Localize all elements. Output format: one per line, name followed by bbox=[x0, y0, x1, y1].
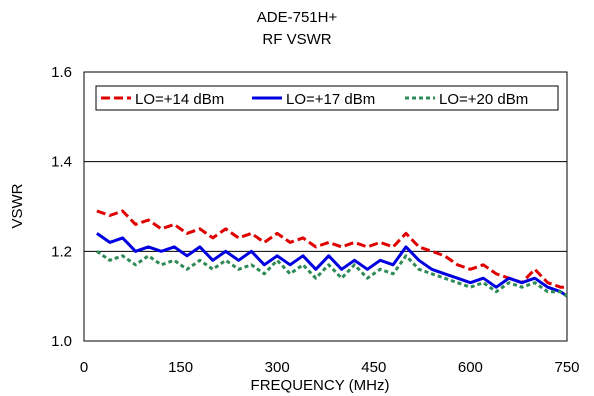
x-axis-label: FREQUENCY (MHz) bbox=[251, 377, 390, 394]
series-line-3 bbox=[96, 250, 568, 298]
y-axis-label: VSWR bbox=[9, 183, 26, 228]
x-tick-label: 750 bbox=[554, 359, 579, 376]
chart-title: ADE-751H+ bbox=[257, 9, 338, 26]
y-tick-label: 1.6 bbox=[51, 64, 72, 81]
y-tick-label: 1.2 bbox=[51, 243, 72, 260]
legend-label-3: LO=+20 dBm bbox=[439, 91, 528, 108]
tick-layer: 1.0 1.2 1.4 1.6 0 150 300 450 600 750 bbox=[51, 64, 579, 376]
x-tick-label: 450 bbox=[361, 359, 386, 376]
series-line-1 bbox=[96, 209, 567, 289]
y-tick-label: 1.0 bbox=[51, 333, 72, 350]
legend-box bbox=[95, 85, 559, 111]
plot-frame bbox=[83, 71, 568, 342]
x-tick-label: 600 bbox=[458, 359, 483, 376]
y-tick-label: 1.4 bbox=[51, 154, 72, 171]
legend: LO=+14 dBm LO=+17 dBm LO=+20 dBm bbox=[95, 85, 559, 111]
x-tick-label: 150 bbox=[168, 359, 193, 376]
grid-layer bbox=[84, 161, 567, 252]
legend-label-1: LO=+14 dBm bbox=[135, 91, 224, 108]
chart-subtitle: RF VSWR bbox=[262, 31, 331, 48]
legend-label-2: LO=+17 dBm bbox=[286, 91, 375, 108]
series-line-2 bbox=[96, 232, 568, 298]
x-tick-label: 300 bbox=[265, 359, 290, 376]
x-tick-label: 0 bbox=[80, 359, 88, 376]
series-layer bbox=[96, 209, 568, 298]
